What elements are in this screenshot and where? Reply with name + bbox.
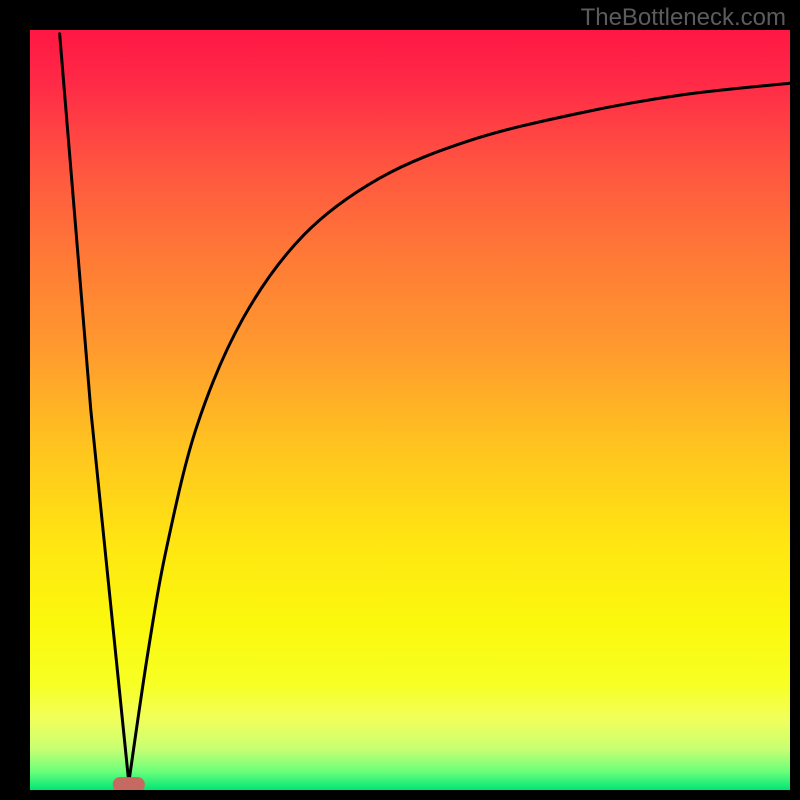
frame-border (790, 0, 800, 800)
optimal-point-marker (113, 777, 145, 792)
frame-border (0, 790, 800, 800)
chart-container: TheBottleneck.com (0, 0, 800, 800)
watermark-text: TheBottleneck.com (581, 4, 786, 32)
bottleneck-chart (0, 0, 800, 800)
frame-border (0, 0, 30, 800)
